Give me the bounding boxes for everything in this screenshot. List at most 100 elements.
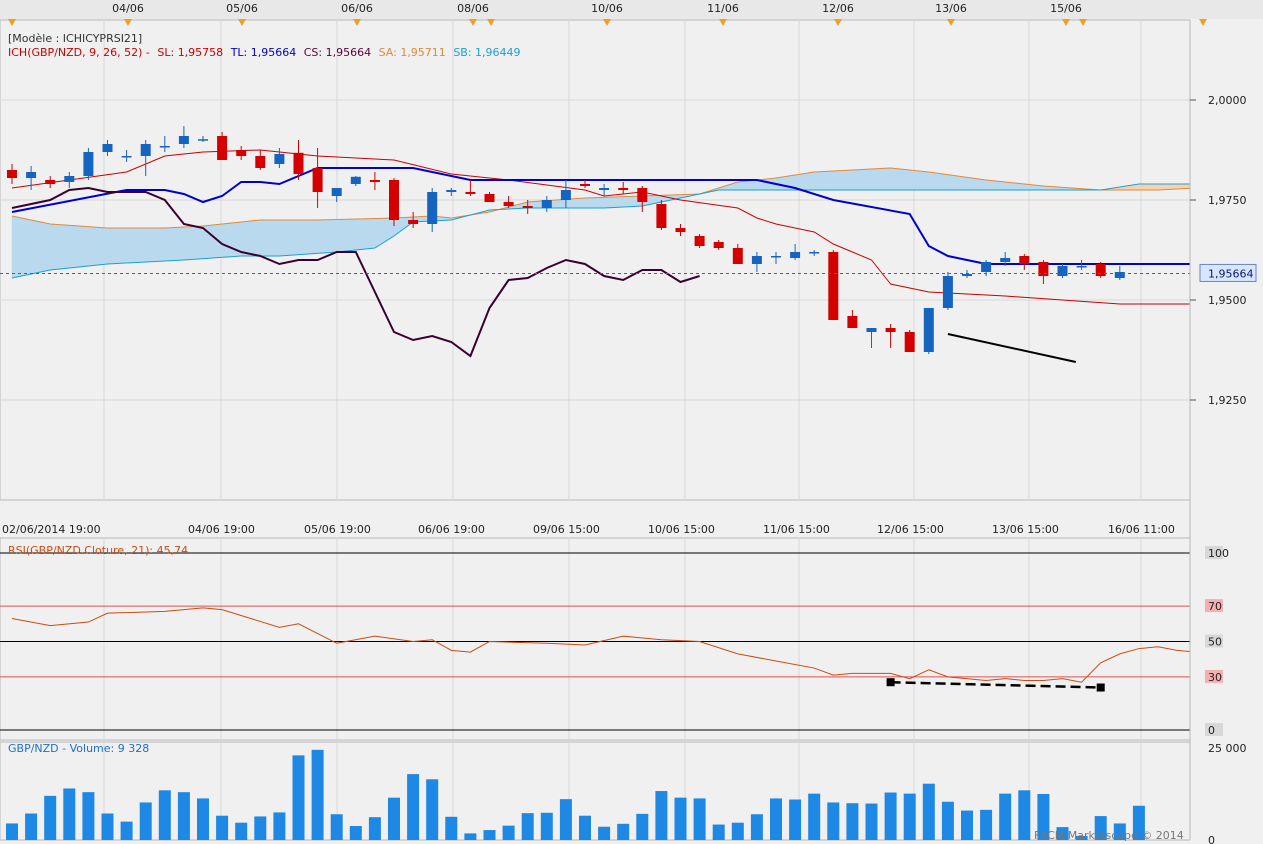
ich-sl: SL: 1,95758	[157, 46, 224, 59]
cloud-segment	[240, 220, 251, 257]
axis-bg	[1190, 0, 1263, 844]
cloud-segment	[183, 226, 194, 261]
candle	[541, 196, 552, 212]
candle-body	[713, 242, 724, 248]
volume-bar	[235, 822, 248, 840]
cloud-segment	[603, 196, 614, 209]
volume-bar	[349, 826, 362, 840]
candle-body	[751, 256, 762, 264]
date-header: 04/06 05/06 06/06 08/06 10/06 11/06 12/06 13/06…	[0, 0, 1263, 26]
cloud-segment	[97, 227, 108, 266]
cloud-segment	[346, 218, 357, 252]
panel-frame	[0, 537, 1191, 741]
last-price-label: 1,95664	[1208, 267, 1254, 280]
volume-bar	[445, 816, 458, 840]
volume-bar	[1056, 827, 1069, 840]
cloud-segment	[823, 170, 834, 191]
candle-body	[121, 156, 132, 158]
cloud-segment	[833, 170, 844, 191]
candle	[618, 182, 629, 194]
rsi-line	[11, 607, 1263, 683]
time-axis-label: 02/06/2014 19:00	[2, 523, 101, 536]
candle	[159, 136, 170, 152]
cloud-segment	[565, 198, 576, 209]
volume-bar	[827, 802, 840, 840]
candle-body	[541, 200, 552, 208]
cloud-segment	[135, 227, 146, 263]
rsi-level-tag	[1205, 669, 1223, 683]
candle	[198, 136, 208, 142]
kijun-line	[11, 149, 1254, 305]
volume-bar	[139, 802, 152, 840]
candle-body	[312, 168, 323, 192]
cloud-segment	[78, 225, 89, 268]
candle	[503, 196, 514, 208]
cloud-segment	[813, 171, 824, 191]
volume-bar	[559, 799, 572, 840]
candle	[904, 330, 915, 352]
volume-bar	[999, 793, 1012, 840]
candle	[560, 180, 571, 208]
volume-bar	[693, 798, 706, 840]
volume-bar	[731, 822, 744, 840]
candle-body	[847, 316, 858, 328]
volume-bar	[617, 823, 630, 840]
candle	[599, 184, 610, 196]
cloud-segment	[871, 168, 882, 191]
event-marker	[238, 19, 246, 26]
candle-body	[618, 188, 629, 190]
cloud-segment	[221, 222, 232, 258]
cloud-segment	[21, 217, 32, 277]
volume-bar	[1132, 805, 1145, 840]
header-date: 15/06	[1050, 2, 1082, 15]
cloud-segment	[899, 168, 910, 191]
candle	[866, 328, 877, 348]
grid	[0, 19, 1191, 841]
event-marker	[353, 19, 361, 26]
candle-body	[1114, 272, 1125, 278]
candle-body	[389, 180, 399, 220]
cloud-segment	[365, 218, 376, 250]
header-date: 12/06	[822, 2, 854, 15]
volume-bar	[1075, 835, 1088, 840]
time-axis-label: 10/06 15:00	[648, 523, 715, 536]
cloud-segment	[747, 179, 758, 191]
cloud-segment	[145, 227, 156, 263]
candle-body	[560, 190, 571, 200]
candle-body	[503, 202, 514, 206]
volume-bar	[636, 813, 649, 840]
ich-cs: CS: 1,95664	[303, 46, 372, 59]
candle	[1114, 266, 1125, 280]
candle	[312, 148, 323, 208]
candle-body	[236, 150, 247, 156]
candle-body	[140, 144, 151, 156]
rsi-level-tag	[1205, 634, 1223, 648]
cloud-segment	[126, 227, 137, 264]
candle	[1076, 260, 1087, 270]
candle	[1000, 252, 1011, 266]
candle	[923, 308, 934, 354]
time-axis-label: 05/06 19:00	[304, 523, 371, 536]
ich-tl: TL: 1,95664	[230, 46, 297, 59]
volume-bar	[1018, 790, 1031, 840]
volume-bar	[6, 823, 18, 840]
candle-body	[274, 154, 285, 164]
rsi-panel	[0, 552, 1263, 731]
candle	[64, 172, 75, 188]
cloud-segment	[317, 219, 328, 254]
candle	[847, 310, 858, 328]
chikou-line	[11, 186, 700, 358]
volume-bar	[903, 793, 916, 840]
last-price-tag	[1199, 263, 1257, 282]
candle-body	[331, 188, 342, 196]
cloud-segment	[584, 197, 595, 209]
candle	[140, 140, 151, 176]
volume-bar	[884, 792, 897, 840]
candle	[465, 180, 476, 196]
volume-bar	[770, 798, 782, 840]
volume-bar	[655, 791, 668, 840]
candle	[790, 244, 801, 260]
event-marker	[1079, 19, 1087, 26]
